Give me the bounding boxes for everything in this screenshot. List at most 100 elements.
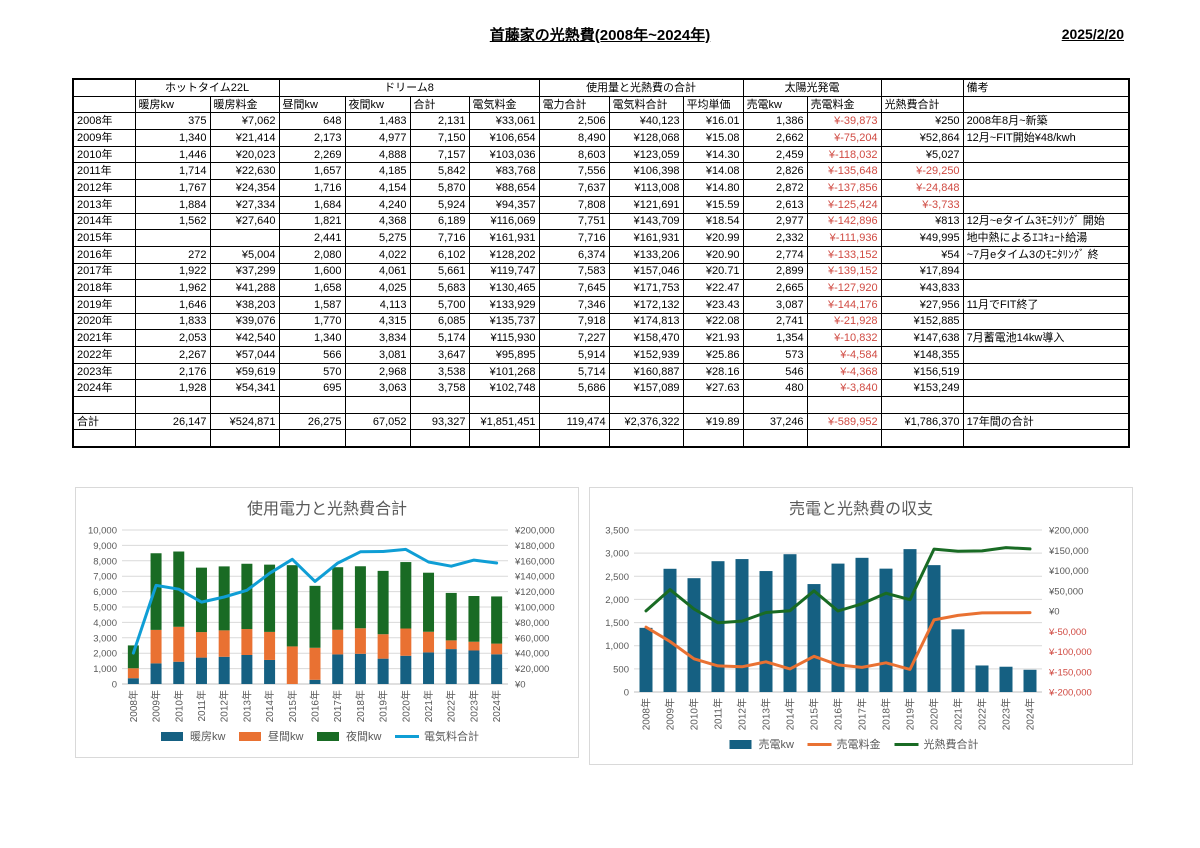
value-cell: ¥113,008 [608,179,684,197]
blank-cell [409,429,470,448]
value-cell: ¥115,930 [468,329,540,347]
bar-segment [377,658,389,684]
table-row: 2017年 1,922 ¥37,299 1,600 4,061 5,661 ¥119,747… [72,262,1130,281]
value-cell: ¥160,887 [608,362,684,381]
value-cell: 1,833 [134,312,211,331]
blank-cell [72,396,136,414]
value-cell: ¥14.30 [682,145,744,164]
value-cell: 4,977 [344,129,411,147]
svg-text:¥0: ¥0 [514,680,526,691]
line-series [131,547,499,655]
column-header: 売電kw [742,95,808,114]
year-cell: 2021年 [72,329,136,347]
blank-cell [278,429,346,448]
value-cell: ¥-125,424 [806,195,882,214]
svg-text:2016年: 2016年 [832,698,845,730]
svg-text:2020年: 2020年 [928,698,941,730]
value-cell: 2,176 [134,362,211,381]
value-cell: ¥28.16 [682,362,744,381]
value-cell: ¥27,640 [209,212,280,231]
value-cell: ¥-139,152 [806,262,882,281]
svg-text:2014年: 2014年 [263,690,276,722]
bar-segment [400,628,412,656]
svg-text:0: 0 [624,688,629,699]
value-cell: 2,899 [742,262,808,281]
value-cell: 2,506 [538,112,610,131]
table-row: 2016年 272 ¥5,004 2,080 4,022 6,102 ¥128,202 6,3… [72,245,1130,264]
svg-text:夜間kw: 夜間kw [346,729,381,743]
table-row: 2021年 2,053 ¥42,540 1,340 3,834 5,174 ¥115,930… [72,329,1130,347]
value-cell: ¥102,748 [468,379,540,398]
value-cell: 2,968 [344,362,411,381]
table-row: 2023年 2,176 ¥59,619 570 2,968 3,538 ¥101,268 5,… [72,362,1130,381]
value-cell: 7,716 [409,229,470,247]
svg-text:7,000: 7,000 [93,572,117,583]
legend-item: 売電kw [729,738,794,751]
value-cell: 4,154 [344,179,411,197]
value-cell: 5,914 [538,346,610,364]
value-cell: 7,157 [409,145,470,164]
svg-text:8,000: 8,000 [93,556,117,567]
value-cell: 93,327 [409,412,470,431]
blank-cell [608,429,684,448]
value-cell: ¥-39,873 [806,112,882,131]
line-series [644,611,1032,671]
value-cell: 1,446 [134,145,211,164]
svg-text:電気料合計: 電気料合計 [424,729,479,743]
value-cell: ¥39,076 [209,312,280,331]
bar-segment [831,563,845,692]
blank-cell [209,429,280,448]
blank-cell [538,396,610,414]
value-cell: 7,556 [538,162,610,181]
bar-segment [468,641,480,651]
year-cell: 2008年 [72,112,136,131]
svg-text:1,500: 1,500 [605,618,629,629]
value-cell: ¥40,123 [608,112,684,131]
bar-segment [218,656,230,684]
bar-segment [400,655,412,684]
legend-item: 光熱費合計 [894,737,979,751]
usage-cost-chart: 使用電力と光熱費合計 0 1,000 2,000 3,000 4,000 5,000 6,00… [88,500,555,743]
value-cell: 4,022 [344,245,411,264]
value-cell: 5,870 [409,179,470,197]
svg-text:¥100,000: ¥100,000 [514,603,555,614]
value-cell: ¥157,089 [608,379,684,398]
value-cell: ¥88,654 [468,179,540,197]
value-cell: ¥-589,952 [806,412,882,431]
bar-segment [759,571,773,692]
bar-segment [639,627,653,692]
svg-text:500: 500 [613,664,629,675]
value-cell: 1,928 [134,379,211,398]
value-cell: ¥161,931 [468,229,540,247]
column-header: 合計 [409,95,470,114]
value-cell: ¥148,355 [880,346,964,364]
column-header: 電気料金 [468,95,540,114]
value-cell: ¥83,768 [468,162,540,181]
bar-segment [332,629,344,655]
value-cell: ¥-75,204 [806,129,882,147]
year-cell: 2010年 [72,145,136,164]
value-cell: 1,354 [742,329,808,347]
year-cell: 2023年 [72,362,136,381]
column-header: 夜間kw [344,95,411,114]
blank-cell [608,396,684,414]
value-cell: ¥-3,840 [806,379,882,398]
svg-text:光熱費合計: 光熱費合計 [924,737,979,751]
value-cell: 2,613 [742,195,808,214]
svg-text:¥180,000: ¥180,000 [514,541,555,552]
svg-text:4,000: 4,000 [93,618,117,629]
svg-text:2017年: 2017年 [856,698,869,730]
svg-text:2012年: 2012年 [736,698,749,730]
legend-item: 売電料金 [807,737,881,751]
value-cell: ¥158,470 [608,329,684,347]
value-cell: 6,102 [409,245,470,264]
sell-balance-chart: 売電と光熱費の収支 0 500 1,000 1,500 2,000 2,500 3,000 3,… [605,500,1092,751]
value-cell: 5,714 [538,362,610,381]
blank-cell [962,396,1130,414]
value-cell: ¥130,465 [468,279,540,297]
svg-text:2024年: 2024年 [1024,698,1037,730]
year-cell: 2009年 [72,129,136,147]
value-cell: ¥33,061 [468,112,540,131]
bar-segment [264,659,276,684]
svg-text:2021年: 2021年 [952,698,965,730]
